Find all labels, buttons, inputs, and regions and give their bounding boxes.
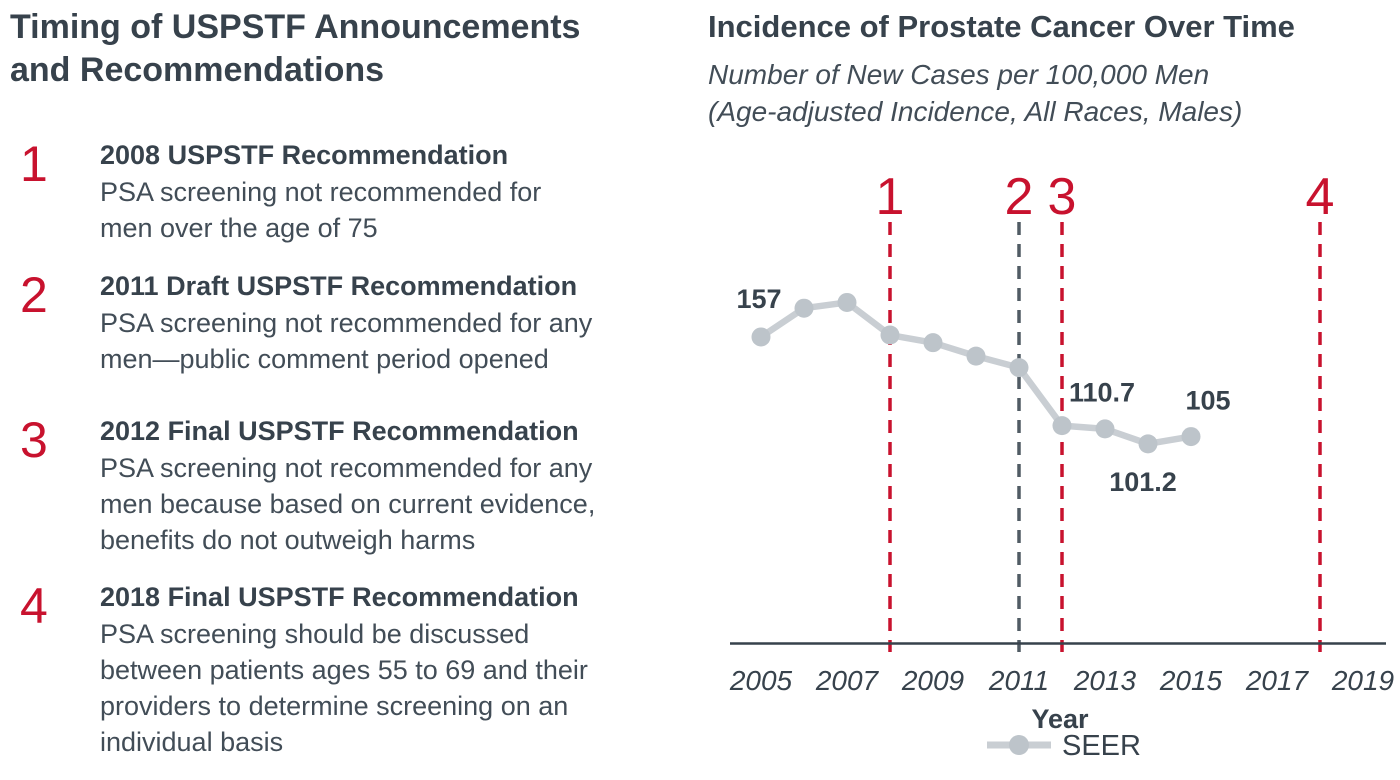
- x-tick-label-2005: 2005: [729, 665, 793, 696]
- x-tick-label-2007: 2007: [815, 665, 880, 696]
- timeline-item-content: 2018 Final USPSTF Recommendation PSA scr…: [100, 579, 670, 760]
- timeline-item: 4 2018 Final USPSTF Recommendation PSA s…: [20, 579, 670, 760]
- recommendation-description: PSA screening should be discussed betwee…: [100, 619, 588, 757]
- event-number-3: 3: [1048, 168, 1077, 226]
- timeline-item-number: 1: [20, 136, 48, 192]
- timeline-item: 2 2011 Draft USPSTF Recommendation PSA s…: [20, 268, 670, 377]
- recommendation-description: PSA screening not recommended for any me…: [100, 308, 593, 374]
- x-tick-label-2013: 2013: [1073, 665, 1137, 696]
- data-point-2007: [837, 292, 857, 312]
- timeline-item: 1 2008 USPSTF Recommendation PSA screeni…: [20, 137, 670, 246]
- timeline-item-content: 2008 USPSTF Recommendation PSA screening…: [100, 137, 670, 246]
- event-number-2: 2: [1005, 168, 1034, 226]
- data-label-110.7: 110.7: [1069, 378, 1135, 408]
- recommendation-heading: 2012 Final USPSTF Recommendation: [100, 416, 579, 446]
- timeline-item-content: 2012 Final USPSTF Recommendation PSA scr…: [100, 413, 670, 558]
- incidence-chart: 1 2 3 4 2005 2007 2009 2011 2013 2015 2017 2019 157 1…: [729, 168, 1394, 762]
- legend-label: SEER: [1062, 730, 1141, 762]
- data-point-2009: [923, 333, 943, 353]
- data-point-2015: [1181, 427, 1201, 447]
- data-point-2006: [794, 298, 814, 318]
- legend-marker: [1009, 735, 1029, 755]
- x-tick-label-2019: 2019: [1331, 665, 1394, 696]
- data-point-2014: [1138, 434, 1158, 454]
- data-label-157: 157: [736, 284, 781, 314]
- x-tick-label-2009: 2009: [901, 665, 964, 696]
- x-tick-label-2017: 2017: [1245, 665, 1310, 696]
- x-tick-label-2015: 2015: [1159, 665, 1223, 696]
- data-point-2008: [880, 325, 900, 345]
- data-point-2011: [1009, 358, 1029, 378]
- event-number-4: 4: [1306, 168, 1335, 226]
- data-point-2010: [966, 346, 986, 366]
- timeline-item: 3 2012 Final USPSTF Recommendation PSA s…: [20, 413, 670, 558]
- timeline-item-content: 2011 Draft USPSTF Recommendation PSA scr…: [100, 268, 670, 377]
- recommendation-description: PSA screening not recommended for any me…: [100, 453, 596, 555]
- x-tick-label-2011: 2011: [988, 665, 1049, 696]
- data-label-101.2: 101.2: [1109, 467, 1177, 497]
- data-point-2012: [1052, 416, 1072, 436]
- timeline-item-number: 2: [20, 267, 48, 323]
- event-number-1: 1: [876, 168, 905, 226]
- recommendation-heading: 2008 USPSTF Recommendation: [100, 140, 509, 170]
- x-axis-title: Year: [1031, 704, 1089, 734]
- recommendation-heading: 2018 Final USPSTF Recommendation: [100, 582, 579, 612]
- chart-title: Incidence of Prostate Cancer Over Time: [708, 9, 1295, 44]
- data-point-2005: [751, 327, 771, 347]
- seer-series-line: [757, 299, 1195, 448]
- recommendation-heading: 2011 Draft USPSTF Recommendation: [100, 271, 578, 301]
- chart-subtitle: Number of New Cases per 100,000 Men (Age…: [708, 59, 1243, 127]
- timeline-item-number: 3: [20, 412, 48, 468]
- recommendation-description: PSA screening not recommended for men ov…: [100, 177, 542, 243]
- left-panel-title: Timing of USPSTF Announcements and Recom…: [10, 8, 581, 89]
- data-point-2013: [1095, 419, 1115, 439]
- timeline-item-number: 4: [20, 578, 48, 634]
- data-label-105: 105: [1185, 386, 1230, 416]
